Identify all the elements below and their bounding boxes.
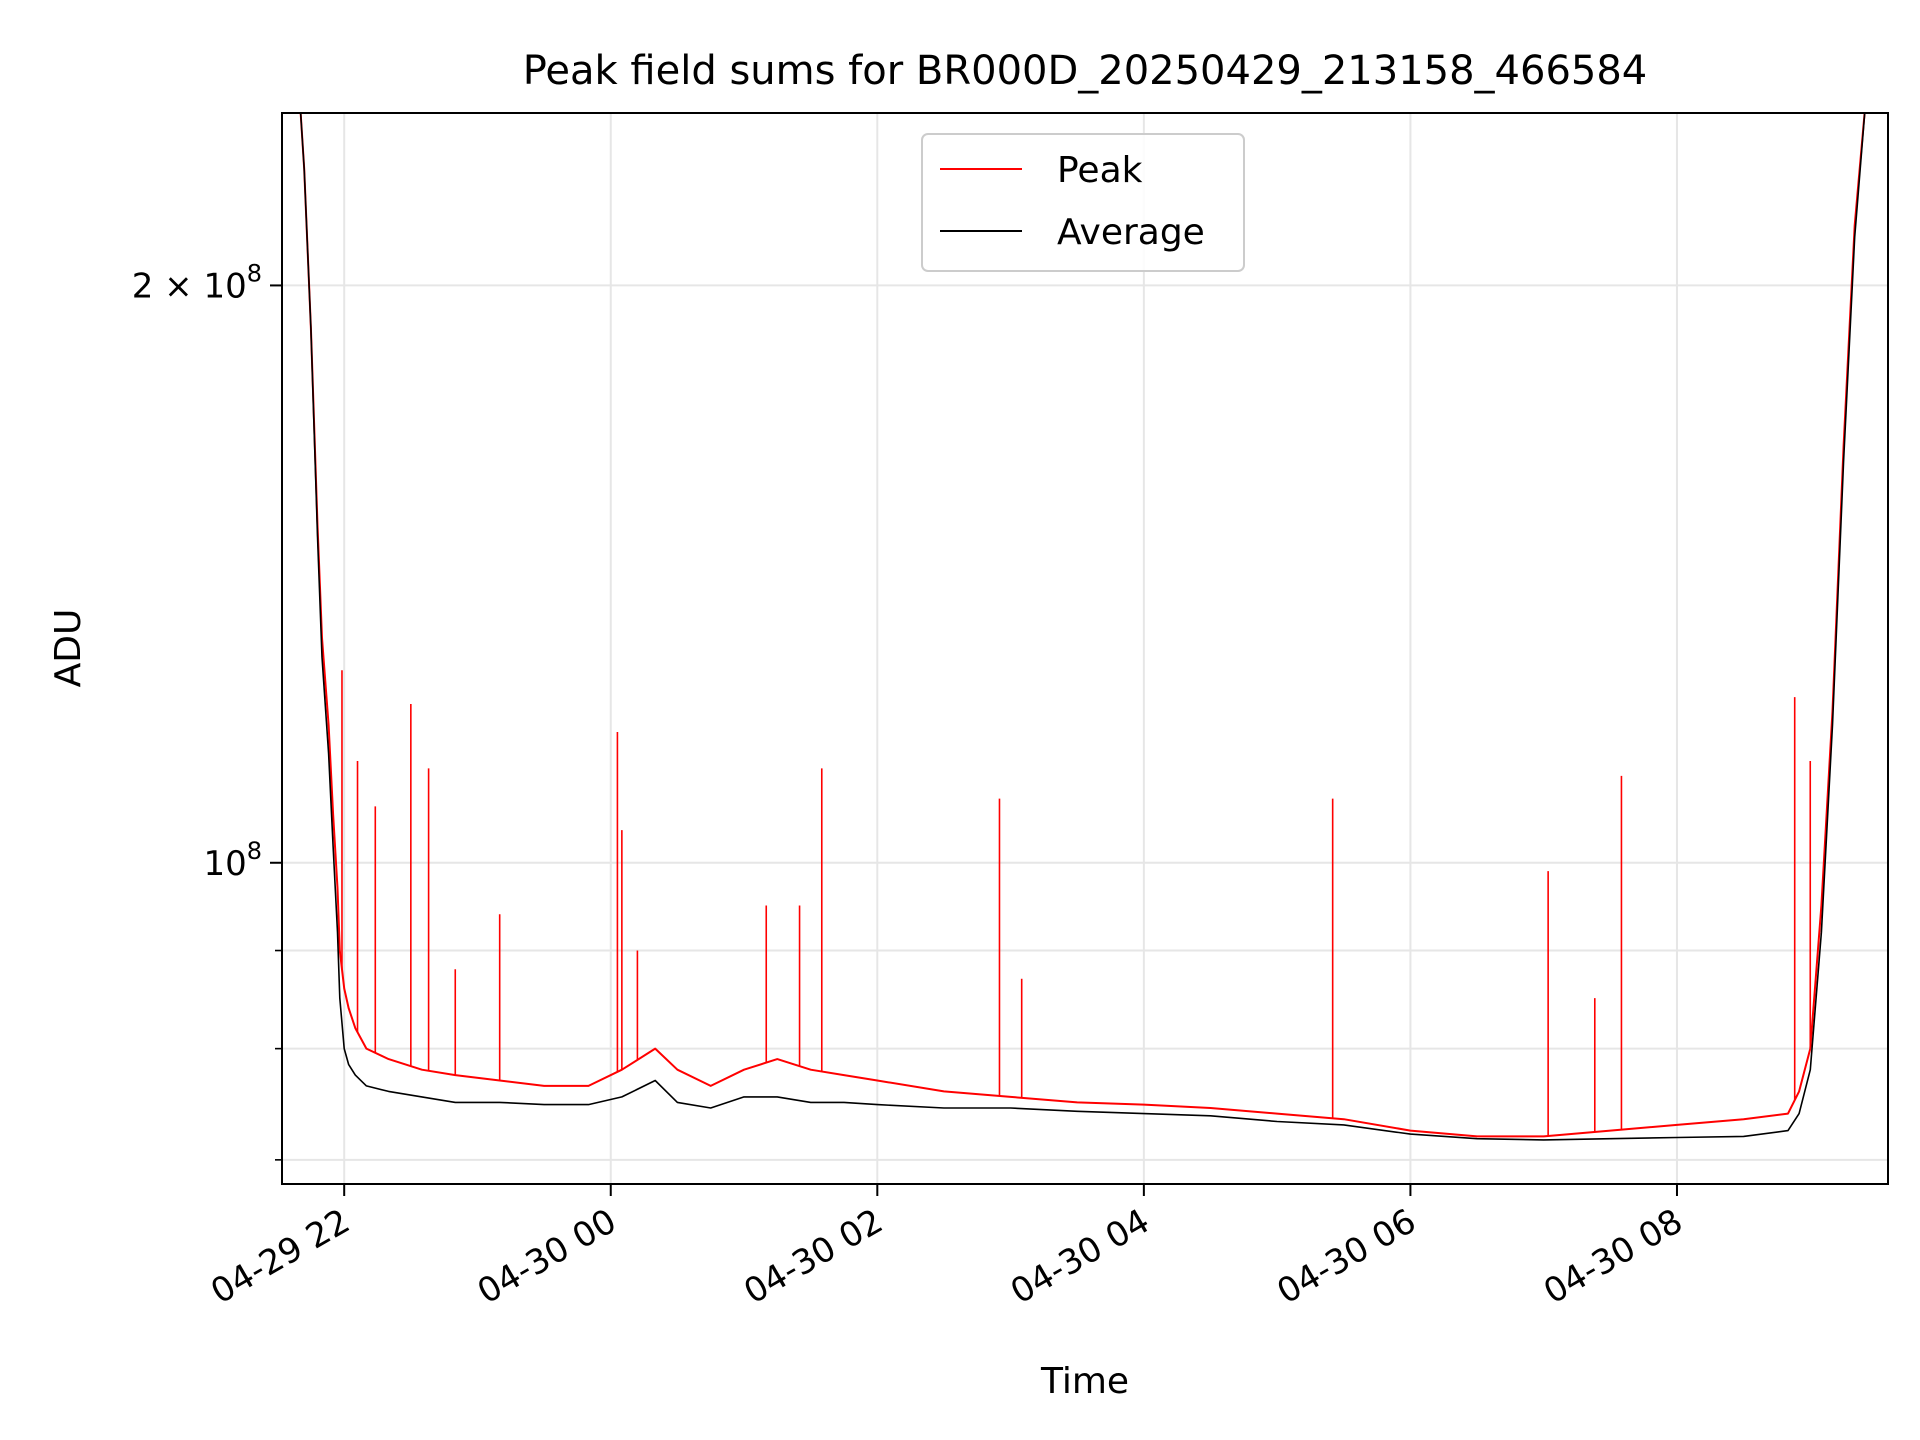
- average-series-line: [299, 113, 1866, 1141]
- chart-title: Peak field sums for BR000D_20250429_2131…: [523, 48, 1648, 94]
- y-tick-label: 108: [203, 837, 262, 884]
- peak-series-spikes: [341, 670, 1812, 1137]
- peak-series-line: [299, 113, 1866, 1138]
- x-axis-label: Time: [1040, 1361, 1129, 1402]
- y-tick-label: 2 × 108: [132, 259, 262, 306]
- y-axis-label: ADU: [48, 609, 89, 688]
- plot-frame: [281, 112, 1889, 1185]
- y-axis: 108 2 × 108: [132, 259, 282, 1161]
- legend: Peak Average: [921, 133, 1245, 272]
- grid: [282, 113, 1888, 1184]
- legend-peak-label: Peak: [1057, 150, 1143, 191]
- legend-average-label: Average: [1057, 212, 1205, 253]
